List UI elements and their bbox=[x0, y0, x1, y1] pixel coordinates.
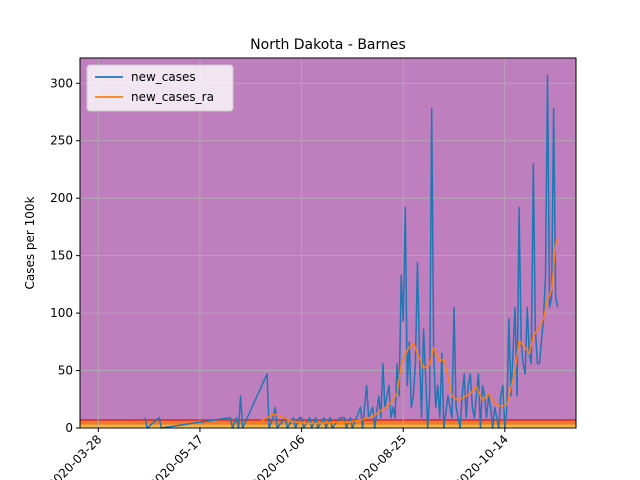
plot-frame bbox=[79, 57, 577, 429]
y-tick-label: 100 bbox=[50, 306, 73, 320]
y-tick-label: 150 bbox=[50, 249, 73, 263]
y-tick-label: 250 bbox=[50, 134, 73, 148]
legend-box bbox=[86, 64, 234, 112]
y-tick-label: 200 bbox=[50, 191, 73, 205]
plot-background bbox=[80, 58, 576, 428]
x-tick-label: 2020-10-14 bbox=[452, 432, 511, 480]
y-tick-label: 300 bbox=[50, 76, 73, 90]
chart-title: North Dakota - Barnes bbox=[250, 37, 406, 53]
legend: new_cases new_cases_ra bbox=[86, 64, 234, 112]
risk-band-0 bbox=[80, 426, 576, 428]
y-tick-label: 0 bbox=[65, 421, 73, 435]
plot-area: 0 50 100 150 200 250 300 2020-03-28 2020-05-17 20… bbox=[45, 57, 577, 480]
series-line-new_cases bbox=[144, 74, 559, 429]
legend-label: new_cases bbox=[131, 70, 196, 84]
x-tick-label: 2020-07-06 bbox=[248, 432, 307, 480]
series-line-new_cases_ra bbox=[256, 238, 559, 425]
x-tick-label: 2020-03-28 bbox=[45, 432, 104, 480]
y-tick-label: 50 bbox=[58, 364, 73, 378]
legend-label: new_cases_ra bbox=[131, 90, 214, 104]
risk-band-1 bbox=[80, 424, 576, 427]
y-axis-label: Cases per 100k bbox=[23, 196, 37, 289]
x-tick-label: 2020-08-25 bbox=[350, 432, 409, 480]
x-tick-label: 2020-05-17 bbox=[147, 432, 206, 480]
